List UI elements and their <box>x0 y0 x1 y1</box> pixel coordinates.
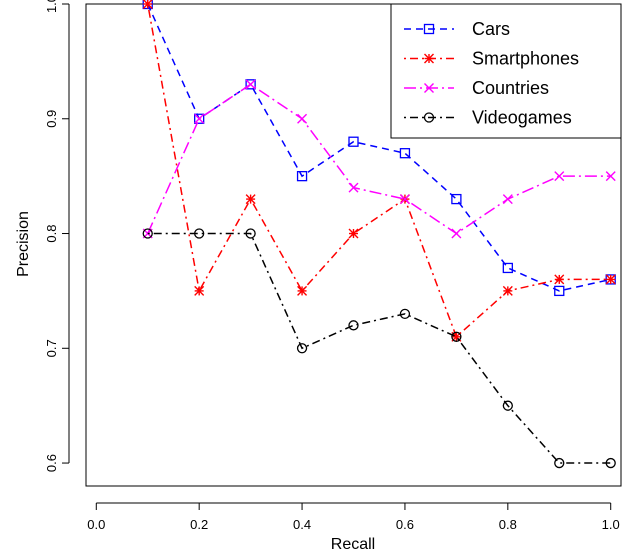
legend: Cars Smartphones Countries Videogames <box>391 4 621 138</box>
legend-label: Countries <box>472 78 549 98</box>
legend-label: Cars <box>472 19 510 39</box>
data-point-countries <box>555 172 564 181</box>
legend-label: Smartphones <box>472 49 579 69</box>
y-tick-label: 0.8 <box>44 224 59 242</box>
data-point-smartphones <box>606 275 615 284</box>
x-axis: 0.0 0.2 0.4 0.6 0.8 1.0 <box>87 503 620 532</box>
data-point-countries <box>195 114 204 123</box>
data-point-smartphones <box>246 195 255 204</box>
x-tick-label: 0.8 <box>499 517 517 532</box>
data-point-smartphones <box>349 229 358 238</box>
x-tick-label: 1.0 <box>602 517 620 532</box>
x-tick-label: 0.2 <box>190 517 208 532</box>
legend-marker <box>425 54 434 63</box>
legend-label: Videogames <box>472 108 572 128</box>
x-tick-label: 0.6 <box>396 517 414 532</box>
y-tick-label: 0.7 <box>44 339 59 357</box>
data-point-smartphones <box>195 286 204 295</box>
y-axis-label: Precision <box>15 211 32 277</box>
series-videogames <box>143 229 615 468</box>
data-point-videogames <box>555 459 564 468</box>
y-axis: 0.6 0.7 0.8 0.9 1.0 <box>44 0 69 472</box>
data-point-countries <box>452 229 461 238</box>
x-tick-label: 0.4 <box>293 517 311 532</box>
y-tick-label: 1.0 <box>44 0 59 13</box>
data-point-countries <box>298 114 307 123</box>
data-point-smartphones <box>555 275 564 284</box>
data-point-countries <box>246 80 255 89</box>
data-point-countries <box>503 195 512 204</box>
data-point-smartphones <box>143 0 152 9</box>
y-tick-label: 0.9 <box>44 110 59 128</box>
x-axis-label: Recall <box>331 536 375 553</box>
x-tick-label: 0.0 <box>87 517 105 532</box>
series-line-videogames <box>148 234 611 464</box>
data-point-smartphones <box>503 286 512 295</box>
y-tick-label: 0.6 <box>44 454 59 472</box>
data-point-smartphones <box>298 286 307 295</box>
